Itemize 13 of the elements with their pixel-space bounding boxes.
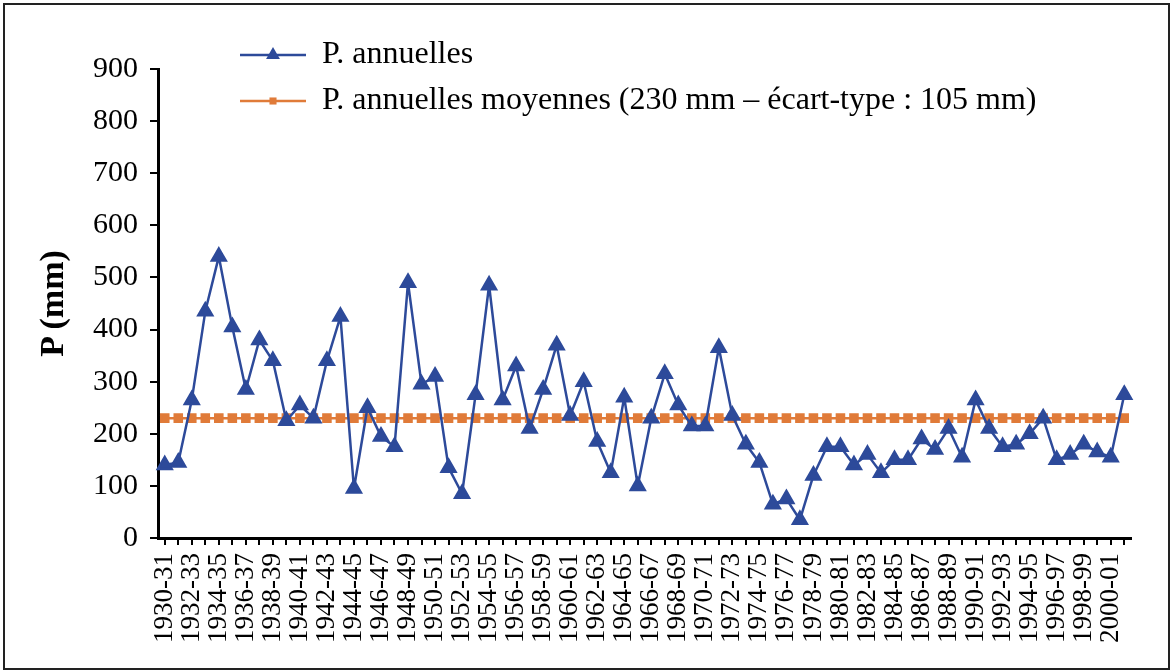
y-tick-label: 0 (123, 518, 138, 552)
y-tick-label: 600 (93, 206, 138, 240)
y-tick-label: 400 (93, 310, 138, 344)
y-tick-label: 200 (93, 414, 138, 448)
y-tick-label: 900 (93, 49, 138, 83)
y-tick-label: 100 (93, 466, 138, 500)
y-axis-title: P (mm) (33, 250, 72, 357)
y-tick-label: 500 (93, 258, 138, 292)
y-tick-label: 300 (93, 362, 138, 396)
legend-label: P. annuelles (322, 34, 474, 71)
y-tick-label: 800 (93, 101, 138, 135)
y-tick-label: 700 (93, 154, 138, 188)
legend-label: P. annuelles moyennes (230 mm – écart-type : 105 mm) (322, 80, 1037, 117)
